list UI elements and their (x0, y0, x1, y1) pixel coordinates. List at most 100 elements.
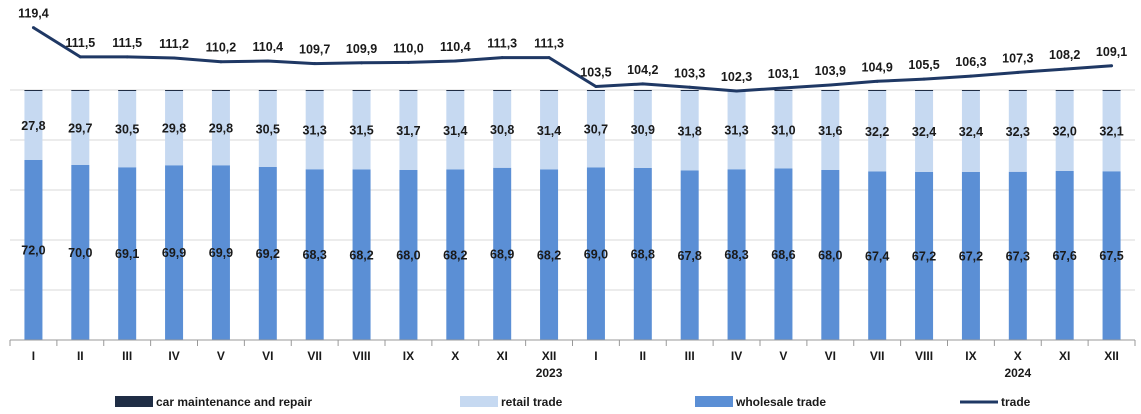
x-tick-label: VIII (353, 349, 371, 363)
bar-wholesale-trade (352, 169, 371, 340)
legend-label: car maintenance and repair (156, 395, 312, 409)
trade-point (641, 82, 645, 86)
x-tick-label: VI (262, 349, 273, 363)
bar-wholesale-trade (915, 172, 934, 340)
trade-point (922, 77, 926, 81)
trade-point (31, 26, 35, 30)
data-label-wholesale-trade: 68,3 (724, 248, 748, 262)
data-label-wholesale-trade: 67,8 (678, 249, 702, 263)
bar-car-maintenance (961, 90, 980, 91)
data-label-trade: 119,4 (18, 7, 49, 21)
bar-car-maintenance (399, 90, 418, 91)
bar-retail-trade (633, 90, 652, 168)
bar-retail-trade (1055, 91, 1074, 171)
data-label-trade: 103,1 (768, 67, 799, 81)
data-label-retail-trade: 27,8 (21, 119, 45, 133)
bar-retail-trade (352, 90, 371, 170)
data-label-wholesale-trade: 68,2 (443, 248, 467, 262)
trade-point (1110, 64, 1114, 68)
data-label-retail-trade: 31,8 (678, 124, 702, 138)
x-tick-label: II (639, 349, 646, 363)
bar-labels: 72,0 27,8 70,0 29,7 69,1 30,5 69,9 29,8 69,9 29,8… (21, 119, 1124, 264)
data-label-wholesale-trade: 68,8 (631, 248, 655, 262)
trade-point (594, 85, 598, 89)
legend-item: wholesale trade (695, 395, 826, 409)
legend-label: wholesale trade (735, 395, 826, 409)
bar-retail-trade (1008, 91, 1027, 172)
trade-point (453, 59, 457, 63)
bar-retail-trade (1102, 91, 1121, 172)
data-label-trade: 109,9 (346, 42, 377, 56)
year-label: 2023 (536, 366, 563, 380)
data-label-retail-trade: 30,8 (490, 123, 514, 137)
trade-series-line (32, 26, 1112, 93)
legend-item: trade (960, 395, 1031, 409)
bar-car-maintenance (211, 90, 230, 91)
data-label-wholesale-trade: 67,5 (1099, 249, 1123, 263)
x-tick-label: IV (731, 349, 742, 363)
data-label-wholesale-trade: 67,2 (912, 250, 936, 264)
data-label-trade: 110,4 (440, 40, 471, 54)
trade-point (360, 61, 364, 65)
data-label-trade: 105,5 (908, 58, 939, 72)
data-label-retail-trade: 31,5 (349, 124, 373, 138)
bar-retail-trade (165, 90, 184, 166)
bar-wholesale-trade (24, 160, 43, 340)
bar-car-maintenance (493, 90, 512, 91)
data-label-retail-trade: 32,3 (1006, 125, 1030, 139)
data-label-retail-trade: 30,9 (631, 123, 655, 137)
bar-retail-trade (774, 91, 793, 169)
x-tick-label: III (122, 349, 132, 363)
bar-retail-trade (211, 90, 230, 166)
data-label-retail-trade: 29,8 (162, 122, 186, 136)
bar-wholesale-trade (633, 168, 652, 340)
bar-wholesale-trade (165, 165, 184, 340)
bar-wholesale-trade (71, 165, 90, 340)
bar-retail-trade (399, 90, 418, 170)
data-label-wholesale-trade: 69,0 (584, 247, 608, 261)
bar-car-maintenance (586, 90, 605, 91)
bar-wholesale-trade (399, 170, 418, 340)
data-label-retail-trade: 32,2 (865, 125, 889, 139)
bar-retail-trade (118, 91, 137, 168)
data-label-trade: 104,2 (627, 63, 658, 77)
data-label-trade: 111,3 (534, 37, 564, 51)
legend-label: retail trade (501, 395, 563, 409)
data-label-trade: 111,3 (487, 37, 517, 51)
x-tick-label: III (685, 349, 695, 363)
bar-car-maintenance (118, 90, 137, 91)
bar-wholesale-trade (961, 172, 980, 340)
data-label-retail-trade: 31,3 (303, 124, 327, 138)
data-label-wholesale-trade: 67,3 (1006, 249, 1030, 263)
trade-point (875, 79, 879, 83)
trade-point (406, 60, 410, 64)
bar-retail-trade (868, 91, 887, 172)
x-tick-label: VII (307, 349, 322, 363)
trade-point (219, 60, 223, 64)
bar-retail-trade (961, 91, 980, 172)
data-label-wholesale-trade: 68,2 (537, 248, 561, 262)
data-label-wholesale-trade: 69,9 (209, 246, 233, 260)
data-label-wholesale-trade: 69,1 (115, 247, 139, 261)
gridlines (10, 89, 1135, 291)
trade-point (172, 56, 176, 60)
data-label-trade: 111,5 (65, 36, 95, 50)
bar-retail-trade (446, 91, 465, 170)
bar-car-maintenance (821, 90, 840, 91)
bar-car-maintenance (1055, 90, 1074, 91)
data-label-trade: 102,3 (721, 70, 752, 84)
year-label: 2024 (1004, 366, 1031, 380)
data-label-trade: 103,5 (580, 66, 611, 80)
legend-swatch (115, 396, 153, 407)
bar-car-maintenance (165, 90, 184, 91)
data-label-wholesale-trade: 68,3 (303, 248, 327, 262)
legend-swatch (695, 396, 733, 407)
x-tick-label: XII (542, 349, 557, 363)
data-label-retail-trade: 32,1 (1099, 125, 1123, 139)
x-tick-label: V (217, 349, 225, 363)
data-label-trade: 111,5 (112, 36, 142, 50)
trade-point (266, 59, 270, 63)
bar-wholesale-trade (493, 167, 512, 340)
trade-point (125, 55, 129, 59)
data-label-wholesale-trade: 69,2 (256, 247, 280, 261)
